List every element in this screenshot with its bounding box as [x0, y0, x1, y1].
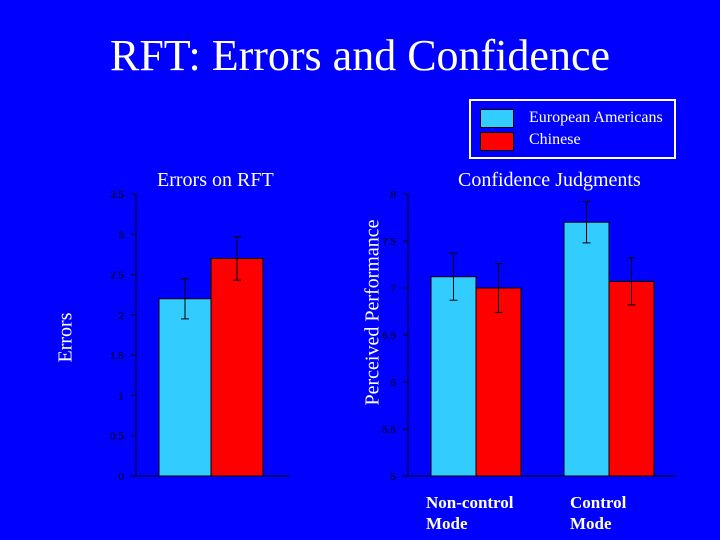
confidence-chart-title: Confidence Judgments [458, 169, 641, 191]
errors-bar [158, 298, 212, 477]
confidence-y-tick-label: 7 [390, 284, 396, 295]
confidence-y-tick-label: 5 [390, 472, 396, 483]
errors-chart-title: Errors on RFT [157, 169, 274, 191]
confidence-bar [475, 287, 522, 477]
legend-swatch-european-americans [480, 109, 514, 128]
category-label-line: Mode [570, 514, 612, 533]
category-label-control-mode: Control Mode [570, 492, 626, 534]
legend-label-european-americans: European Americans [529, 109, 663, 126]
category-label-line: Mode [426, 514, 468, 533]
errors-y-tick-label: 0 [118, 472, 124, 483]
legend: European Americans Chinese [469, 99, 676, 159]
confidence-y-tick-label: 6 [390, 378, 396, 389]
legend-label-chinese: Chinese [529, 131, 581, 148]
confidence-bar [430, 276, 477, 477]
errors-y-tick-label: 1.5 [110, 351, 124, 362]
errors-y-tick-label: 1 [118, 391, 124, 402]
errors-bar [210, 257, 264, 477]
errors-y-tick-label: 3 [118, 230, 124, 241]
confidence-y-tick-label: 6.5 [382, 331, 396, 342]
legend-swatch-chinese [480, 132, 514, 151]
errors-y-tick-label: 2.5 [110, 271, 124, 282]
category-label-line: Non-control [426, 493, 514, 512]
category-label-line: Control [570, 493, 627, 512]
confidence-y-tick-label: 7.5 [382, 237, 396, 248]
errors-y-tick-label: 3.5 [110, 190, 124, 201]
category-label-non-control-mode: Non-control Mode [426, 492, 514, 534]
errors-y-tick-label: 2 [118, 311, 124, 322]
confidence-y-tick-label: 8 [390, 190, 396, 201]
errors-y-tick-label: 0.5 [110, 432, 124, 443]
confidence-bar [608, 280, 655, 477]
confidence-bar [563, 221, 610, 477]
confidence-y-tick-label: 5.5 [382, 425, 396, 436]
page-title: RFT: Errors and Confidence [109, 31, 611, 80]
